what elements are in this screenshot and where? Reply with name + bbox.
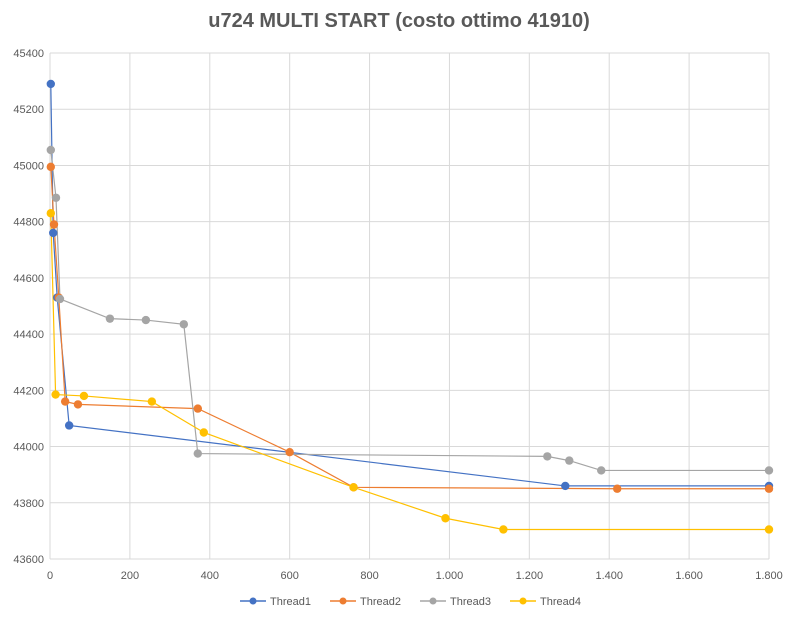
- x-tick-label: 0: [47, 570, 53, 582]
- data-point-thread3: [105, 314, 115, 323]
- legend-label: Thread1: [270, 596, 311, 608]
- data-point-thread3: [193, 449, 202, 458]
- y-tick-label: 45400: [13, 48, 44, 60]
- data-point-thread4: [199, 428, 208, 437]
- x-tick-label: 1.400: [595, 570, 623, 582]
- data-point-thread1: [46, 79, 55, 89]
- data-point-thread3: [597, 466, 606, 475]
- x-tick-label: 800: [360, 570, 378, 582]
- data-point-thread2: [73, 400, 83, 409]
- data-point-thread1: [64, 421, 74, 430]
- legend-label: Thread2: [360, 596, 401, 608]
- data-point-thread4: [79, 391, 89, 401]
- series-line-thread3: [50, 149, 769, 472]
- data-point-thread2: [49, 220, 59, 229]
- data-point-thread4: [441, 514, 450, 523]
- y-tick-label: 43800: [13, 498, 44, 510]
- y-tick-label: 45000: [13, 160, 44, 172]
- x-tick-label: 1.200: [516, 570, 544, 582]
- data-point-thread3: [141, 315, 151, 325]
- legend-swatch-marker: [249, 597, 257, 605]
- data-point-thread4: [147, 397, 157, 406]
- x-tick-label: 600: [280, 570, 298, 582]
- x-tick-label: 1.600: [675, 570, 703, 582]
- data-point-thread4: [349, 483, 358, 492]
- y-tick-label: 44800: [13, 217, 44, 229]
- y-tick-label: 44400: [13, 329, 44, 341]
- data-point-thread1: [48, 228, 58, 238]
- data-point-thread2: [764, 484, 774, 493]
- chart-title: u724 MULTI START (costo ottimo 41910): [208, 10, 590, 32]
- data-point-thread3: [51, 193, 61, 202]
- data-point-thread4: [51, 390, 60, 399]
- data-point-thread4: [46, 209, 55, 218]
- data-point-thread2: [193, 404, 202, 413]
- series-line-thread1: [50, 83, 769, 487]
- legend-label: Thread3: [450, 596, 491, 608]
- y-tick-label: 44200: [13, 385, 44, 397]
- x-tick-label: 400: [201, 570, 219, 582]
- data-point-thread3: [179, 320, 189, 329]
- data-point-thread1: [561, 481, 570, 491]
- legend-swatch-marker: [429, 597, 437, 605]
- y-tick-label: 43600: [13, 554, 44, 566]
- legend-swatch-marker: [339, 597, 347, 605]
- y-tick-label: 44600: [13, 273, 44, 285]
- data-point-thread2: [613, 484, 622, 493]
- legend-swatch-marker: [519, 597, 527, 605]
- data-point-thread2: [285, 447, 294, 457]
- x-tick-label: 200: [121, 570, 139, 582]
- series-line-thread4: [50, 213, 769, 531]
- x-tick-label: 1.800: [755, 570, 783, 582]
- x-tick-label: 1.000: [436, 570, 464, 582]
- data-point-thread2: [60, 397, 70, 406]
- legend-label: Thread4: [540, 596, 581, 608]
- data-point-thread4: [764, 525, 774, 534]
- data-point-thread4: [499, 525, 508, 534]
- data-point-thread3: [543, 452, 552, 461]
- y-tick-label: 45200: [13, 104, 44, 116]
- y-tick-label: 44000: [13, 442, 44, 454]
- data-point-thread2: [46, 162, 55, 172]
- data-point-thread3: [46, 145, 55, 155]
- data-point-thread3: [55, 294, 65, 304]
- data-point-thread3: [764, 466, 774, 475]
- data-point-thread3: [565, 456, 574, 465]
- series-line-thread2: [50, 166, 769, 490]
